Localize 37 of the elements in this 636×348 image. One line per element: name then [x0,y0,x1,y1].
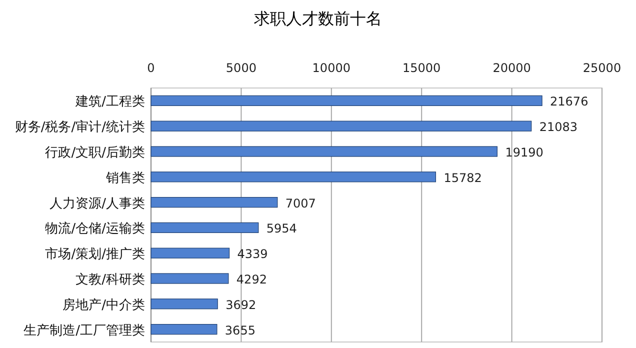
y-tick-label: 市场/策划/推广类 [45,247,145,262]
x-tick-label: 25000 [582,61,622,75]
data-label: 4292 [236,272,267,286]
y-tick-label: 生产制造/工厂管理类 [24,323,145,338]
data-label: 19190 [505,146,544,160]
bar [150,324,218,335]
x-tick-label: 0 [147,61,155,75]
data-label: 3692 [226,298,256,312]
y-tick-label: 财务/税务/审计/统计类 [14,119,145,136]
chart-title: 求职人才数前十名 [254,9,382,28]
bar [150,172,436,182]
data-label: 5954 [266,222,297,236]
y-tick-label: 房地产/中介类 [62,296,145,313]
x-tick-label: 15000 [402,61,441,75]
data-label: 7007 [285,196,316,210]
x-tick-label: 20000 [492,61,531,75]
bar [150,298,218,310]
bar [150,197,278,208]
bar [150,273,229,284]
bar [150,120,532,132]
bar [150,146,498,157]
y-tick-label: 建筑/工程类 [74,94,145,110]
bar [150,95,542,106]
y-tick-label: 人力资源/人事类 [50,196,145,212]
x-tick-label: 10000 [312,61,350,75]
bar [150,222,259,233]
data-label: 21083 [539,120,578,134]
x-tick-label: 5000 [226,61,256,75]
y-tick-label: 文教/科研类 [76,272,145,288]
data-label: 15782 [444,170,482,185]
data-label: 3655 [224,323,256,338]
data-label: 21676 [550,94,588,109]
y-tick-label: 销售类 [105,170,145,186]
y-tick-label: 物流/仓储/运输类 [45,220,145,237]
data-label: 4339 [237,247,268,262]
y-tick-label: 行政/文职/后勤类 [45,146,145,160]
bar [150,248,230,258]
